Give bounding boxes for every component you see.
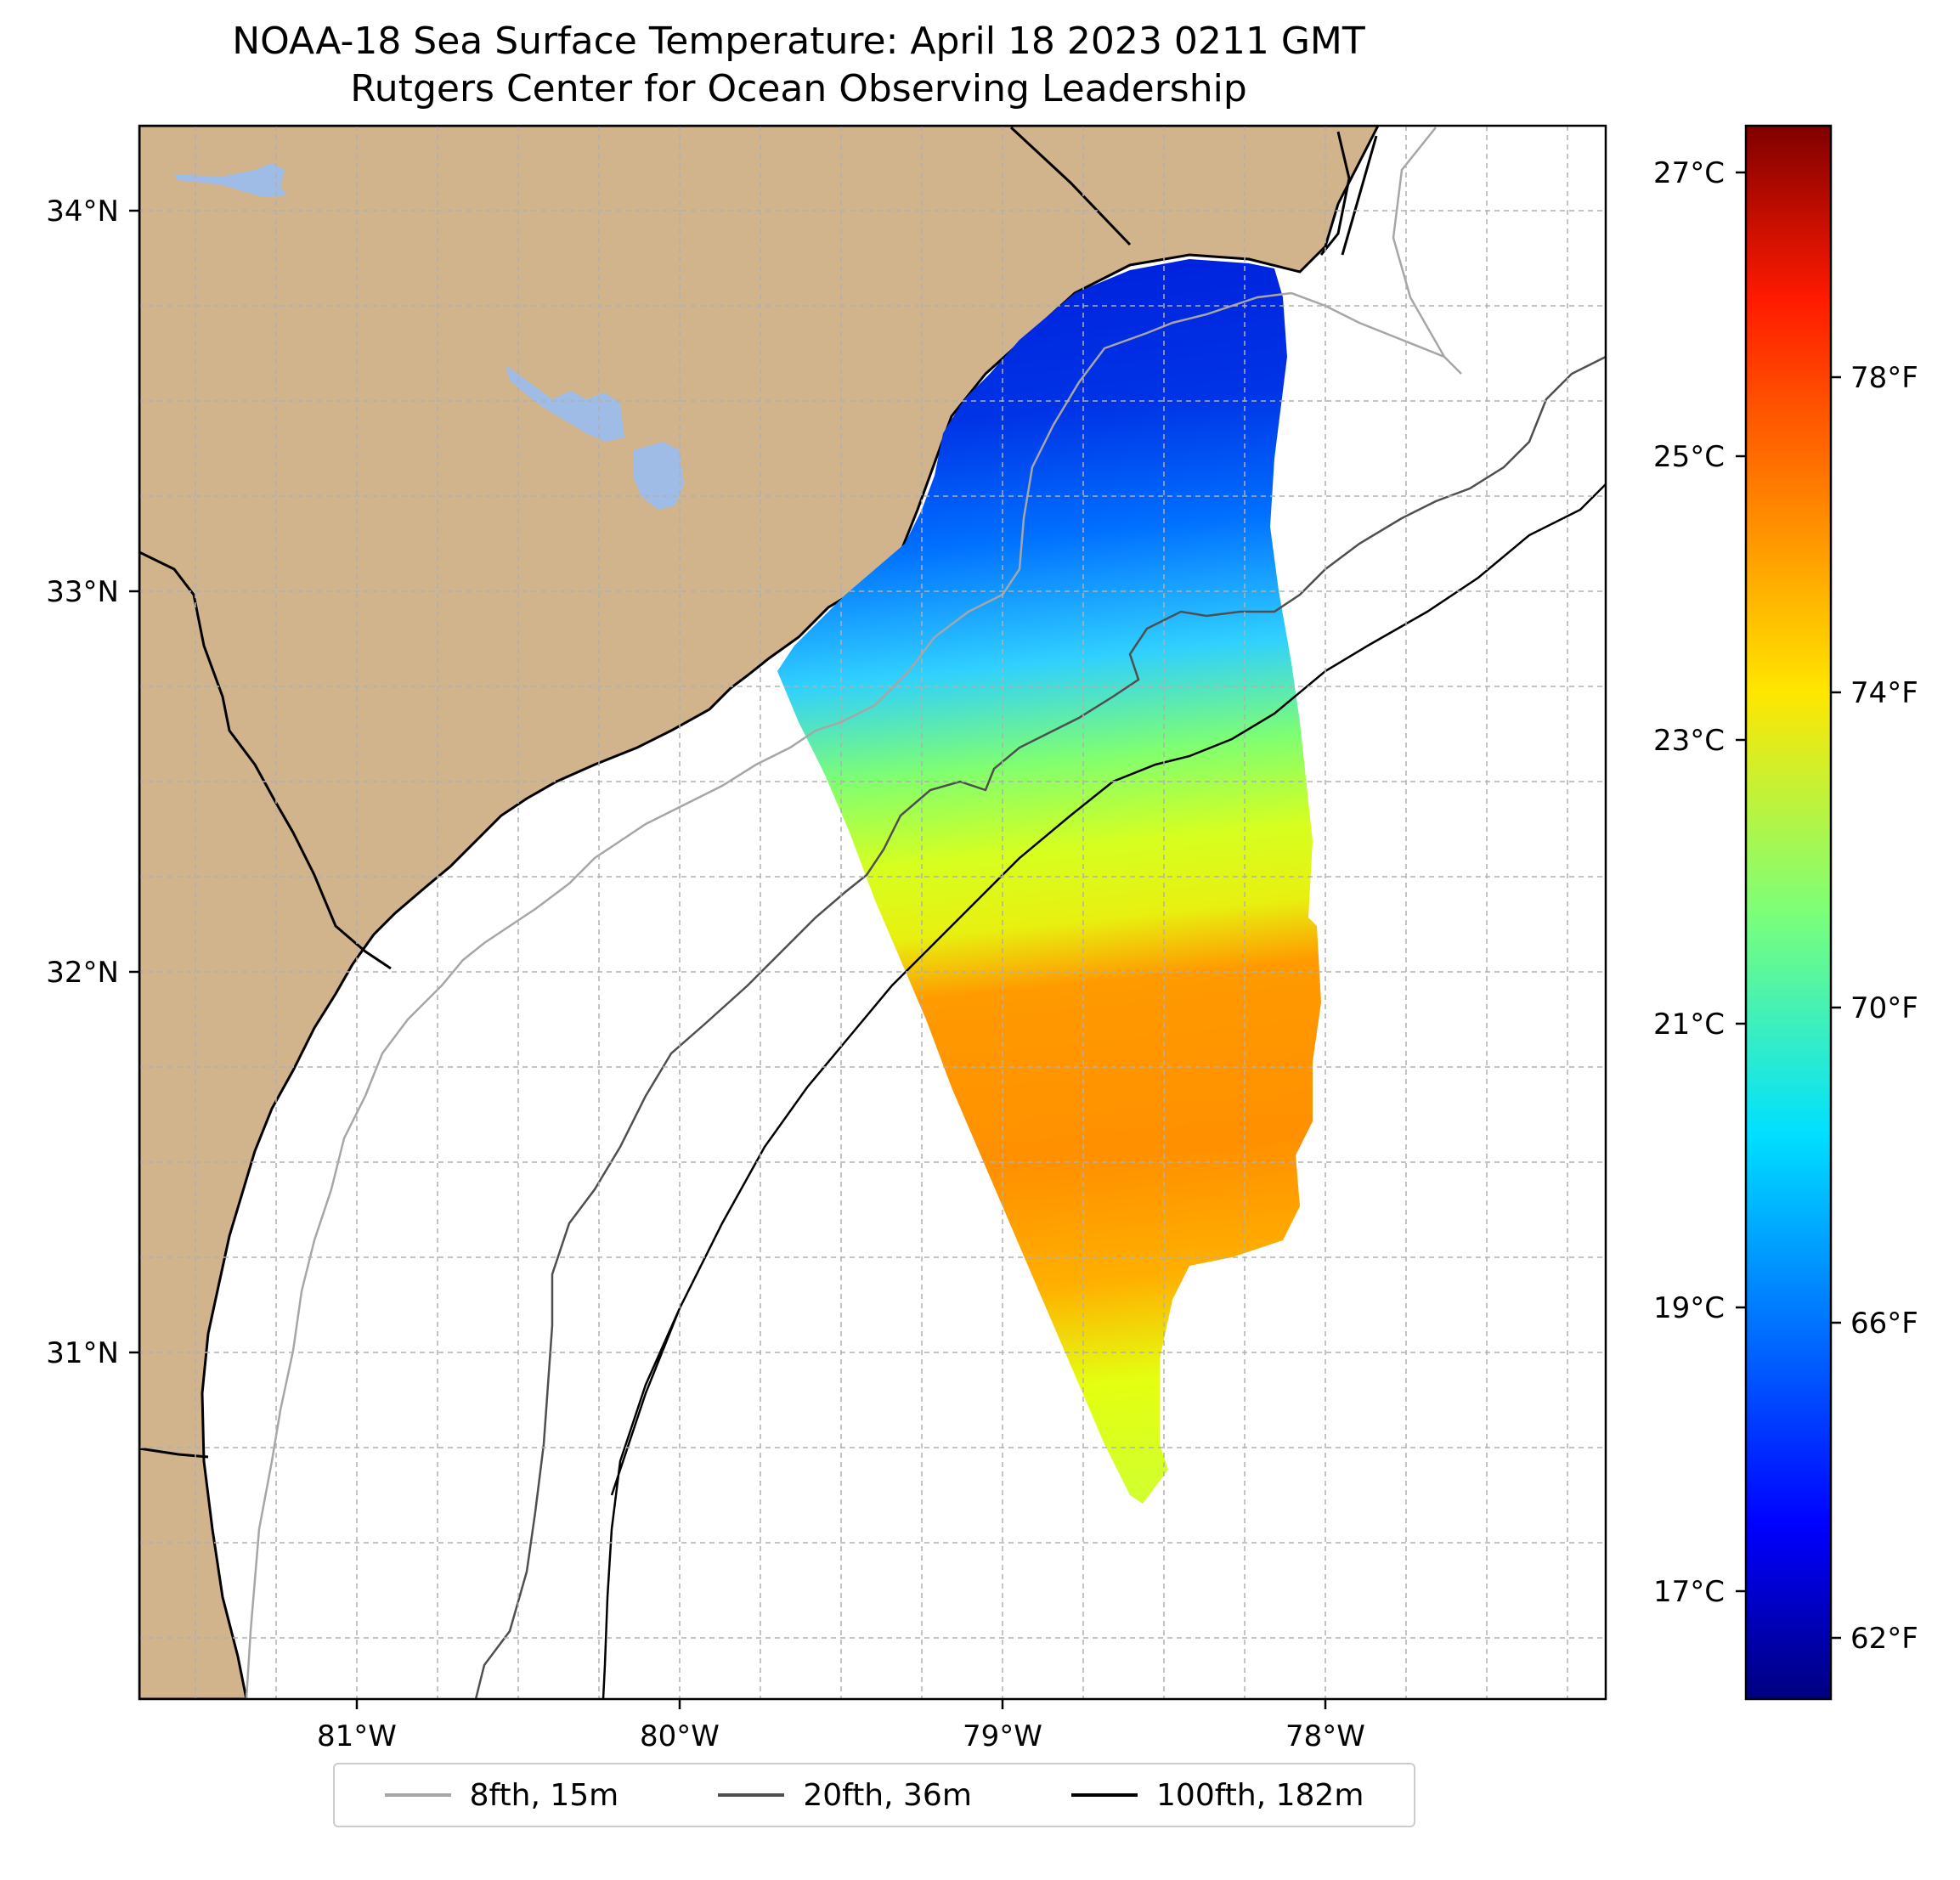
cbar-c-19: 19°C <box>1653 1291 1725 1325</box>
cbar-f-66: 66°F <box>1850 1307 1918 1341</box>
lake-moultrie <box>506 365 624 442</box>
legend-label-20fth: 20fth, 36m <box>803 1777 972 1813</box>
cbar-f-62: 62°F <box>1850 1622 1918 1656</box>
isobath-legend: 8fth, 15m 20fth, 36m 100fth, 182m <box>333 1763 1415 1827</box>
state-boundary <box>1009 126 1132 246</box>
colorbar-celsius-axis <box>1736 171 1746 1593</box>
cbar-c-25: 25°C <box>1653 440 1725 474</box>
legend-label-100fth: 100fth, 182m <box>1156 1777 1364 1813</box>
lon-label-79: 79°W <box>963 1719 1042 1753</box>
cbar-c-21: 21°C <box>1653 1008 1725 1042</box>
isobath-8fth <box>245 127 1462 1699</box>
barrier-islands <box>1319 131 1378 256</box>
colorbar <box>1744 124 1833 1701</box>
cbar-c-17: 17°C <box>1653 1575 1725 1609</box>
legend-entry-8fth: 8fth, 15m <box>384 1777 619 1813</box>
map-panel <box>139 126 1606 1699</box>
sst-swath <box>777 259 1321 1504</box>
legend-swatch-8fth <box>384 1793 451 1797</box>
cbar-c-23: 23°C <box>1653 724 1725 758</box>
lon-label-80: 80°W <box>640 1719 720 1753</box>
lake-marion-reservoir <box>633 442 684 510</box>
map-frame <box>138 124 1607 1701</box>
lake-northwest <box>174 163 287 197</box>
isobath-20fth <box>474 355 1606 1699</box>
lat-label-34: 34°N <box>46 195 119 229</box>
lat-label-31: 31°N <box>46 1336 119 1370</box>
lat-label-33: 33°N <box>46 575 119 609</box>
legend-entry-100fth: 100fth, 182m <box>1071 1778 1364 1813</box>
lat-axis <box>129 209 139 1354</box>
legend-swatch-20fth <box>718 1793 785 1797</box>
gridlines <box>139 126 1606 1699</box>
state-boundary-south <box>139 1447 209 1459</box>
lon-label-81: 81°W <box>317 1719 397 1753</box>
lon-label-78: 78°W <box>1285 1719 1365 1753</box>
legend-label-8fth: 8fth, 15m <box>469 1777 619 1813</box>
cbar-f-78: 78°F <box>1850 361 1918 395</box>
cbar-f-70: 70°F <box>1850 991 1918 1025</box>
legend-swatch-100fth <box>1071 1793 1138 1797</box>
lon-axis <box>355 1699 1327 1709</box>
colorbar-fahrenheit-axis <box>1831 375 1841 1640</box>
lat-label-32: 32°N <box>46 956 119 990</box>
chart-subtitle: Rutgers Center for Ocean Observing Leade… <box>350 67 1247 110</box>
isobath-100fth <box>602 483 1606 1699</box>
legend-entry-20fth: 20fth, 36m <box>718 1778 972 1813</box>
river-boundary <box>139 550 392 970</box>
cbar-c-27: 27°C <box>1653 156 1725 190</box>
chart-title: NOAA-18 Sea Surface Temperature: April 1… <box>232 20 1365 63</box>
cbar-f-74: 74°F <box>1850 676 1918 710</box>
